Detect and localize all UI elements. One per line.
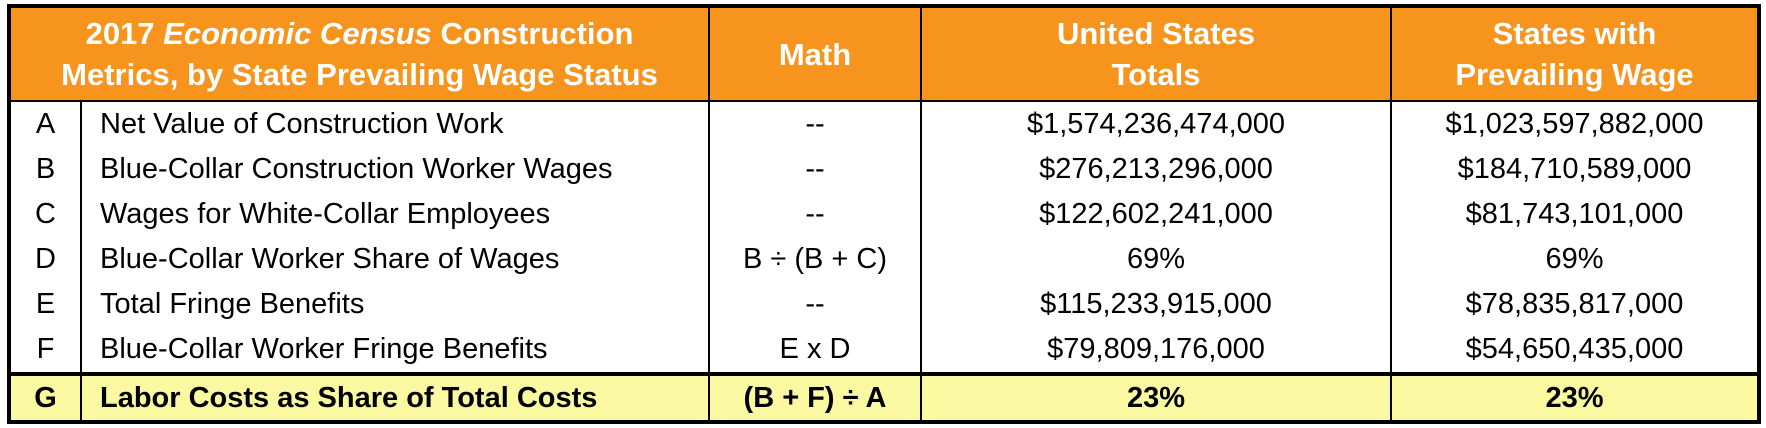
row-math: E x D: [708, 327, 921, 374]
row-us-total: 23%: [920, 372, 1391, 422]
header-row: 2017 Economic Census Construction Metric…: [9, 6, 1759, 102]
table-row-a: A Net Value of Construction Work -- $1,5…: [9, 101, 1759, 147]
title-construction: Construction: [440, 16, 634, 51]
table-row-f: F Blue-Collar Worker Fringe Benefits E x…: [9, 327, 1759, 374]
row-us-total: $1,574,236,474,000: [920, 101, 1391, 147]
row-letter: B: [9, 147, 81, 192]
title-year: 2017: [85, 16, 155, 51]
row-letter: E: [9, 282, 81, 327]
row-metric-label: Labor Costs as Share of Total Costs: [80, 372, 709, 422]
row-states-value: 23%: [1390, 372, 1759, 422]
row-us-total: $115,233,915,000: [920, 282, 1391, 327]
row-states-value: $78,835,817,000: [1390, 282, 1759, 327]
row-states-value: $54,650,435,000: [1390, 327, 1759, 374]
header-states-line2: Prevailing Wage: [1455, 57, 1694, 92]
header-us-line2: Totals: [1111, 57, 1201, 92]
row-math: B ÷ (B + C): [708, 237, 921, 282]
row-letter: G: [9, 372, 81, 422]
row-metric-label: Blue-Collar Worker Share of Wages: [80, 237, 709, 282]
table-row-d: D Blue-Collar Worker Share of Wages B ÷ …: [9, 237, 1759, 282]
header-us-line1: United States: [1056, 16, 1256, 51]
table-row-g-highlight: G Labor Costs as Share of Total Costs (B…: [9, 372, 1759, 422]
row-letter: D: [9, 237, 81, 282]
table-row-c: C Wages for White-Collar Employees -- $1…: [9, 192, 1759, 237]
row-states-value: $1,023,597,882,000: [1390, 101, 1759, 147]
row-states-value: $81,743,101,000: [1390, 192, 1759, 237]
row-letter: A: [9, 101, 81, 147]
row-math: --: [708, 192, 921, 237]
row-metric-label: Total Fringe Benefits: [80, 282, 709, 327]
header-us-totals: United States Totals: [920, 6, 1391, 102]
table-row-b: B Blue-Collar Construction Worker Wages …: [9, 147, 1759, 192]
title-line2: Metrics, by State Prevailing Wage Status: [61, 57, 658, 92]
row-math: (B + F) ÷ A: [708, 372, 921, 422]
row-metric-label: Blue-Collar Construction Worker Wages: [80, 147, 709, 192]
row-math: --: [708, 147, 921, 192]
title-line1: 2017 Economic Census Construction: [86, 16, 634, 51]
row-metric-label: Blue-Collar Worker Fringe Benefits: [80, 327, 709, 374]
row-math: --: [708, 282, 921, 327]
row-states-value: $184,710,589,000: [1390, 147, 1759, 192]
header-states-prevailing-wage: States with Prevailing Wage: [1390, 6, 1759, 102]
row-metric-label: Wages for White-Collar Employees: [80, 192, 709, 237]
row-us-total: $276,213,296,000: [920, 147, 1391, 192]
row-letter: C: [9, 192, 81, 237]
header-metrics-title: 2017 Economic Census Construction Metric…: [9, 6, 709, 102]
row-us-total: $122,602,241,000: [920, 192, 1391, 237]
row-us-total: $79,809,176,000: [920, 327, 1391, 374]
header-states-line1: States with: [1492, 16, 1657, 51]
row-us-total: 69%: [920, 237, 1391, 282]
table-row-e: E Total Fringe Benefits -- $115,233,915,…: [9, 282, 1759, 327]
row-metric-label: Net Value of Construction Work: [80, 101, 709, 147]
row-math: --: [708, 101, 921, 147]
census-metrics-table: 2017 Economic Census Construction Metric…: [7, 4, 1761, 424]
row-letter: F: [9, 327, 81, 374]
title-economic-census: Economic Census: [163, 16, 432, 51]
header-math: Math: [708, 6, 921, 102]
row-states-value: 69%: [1390, 237, 1759, 282]
